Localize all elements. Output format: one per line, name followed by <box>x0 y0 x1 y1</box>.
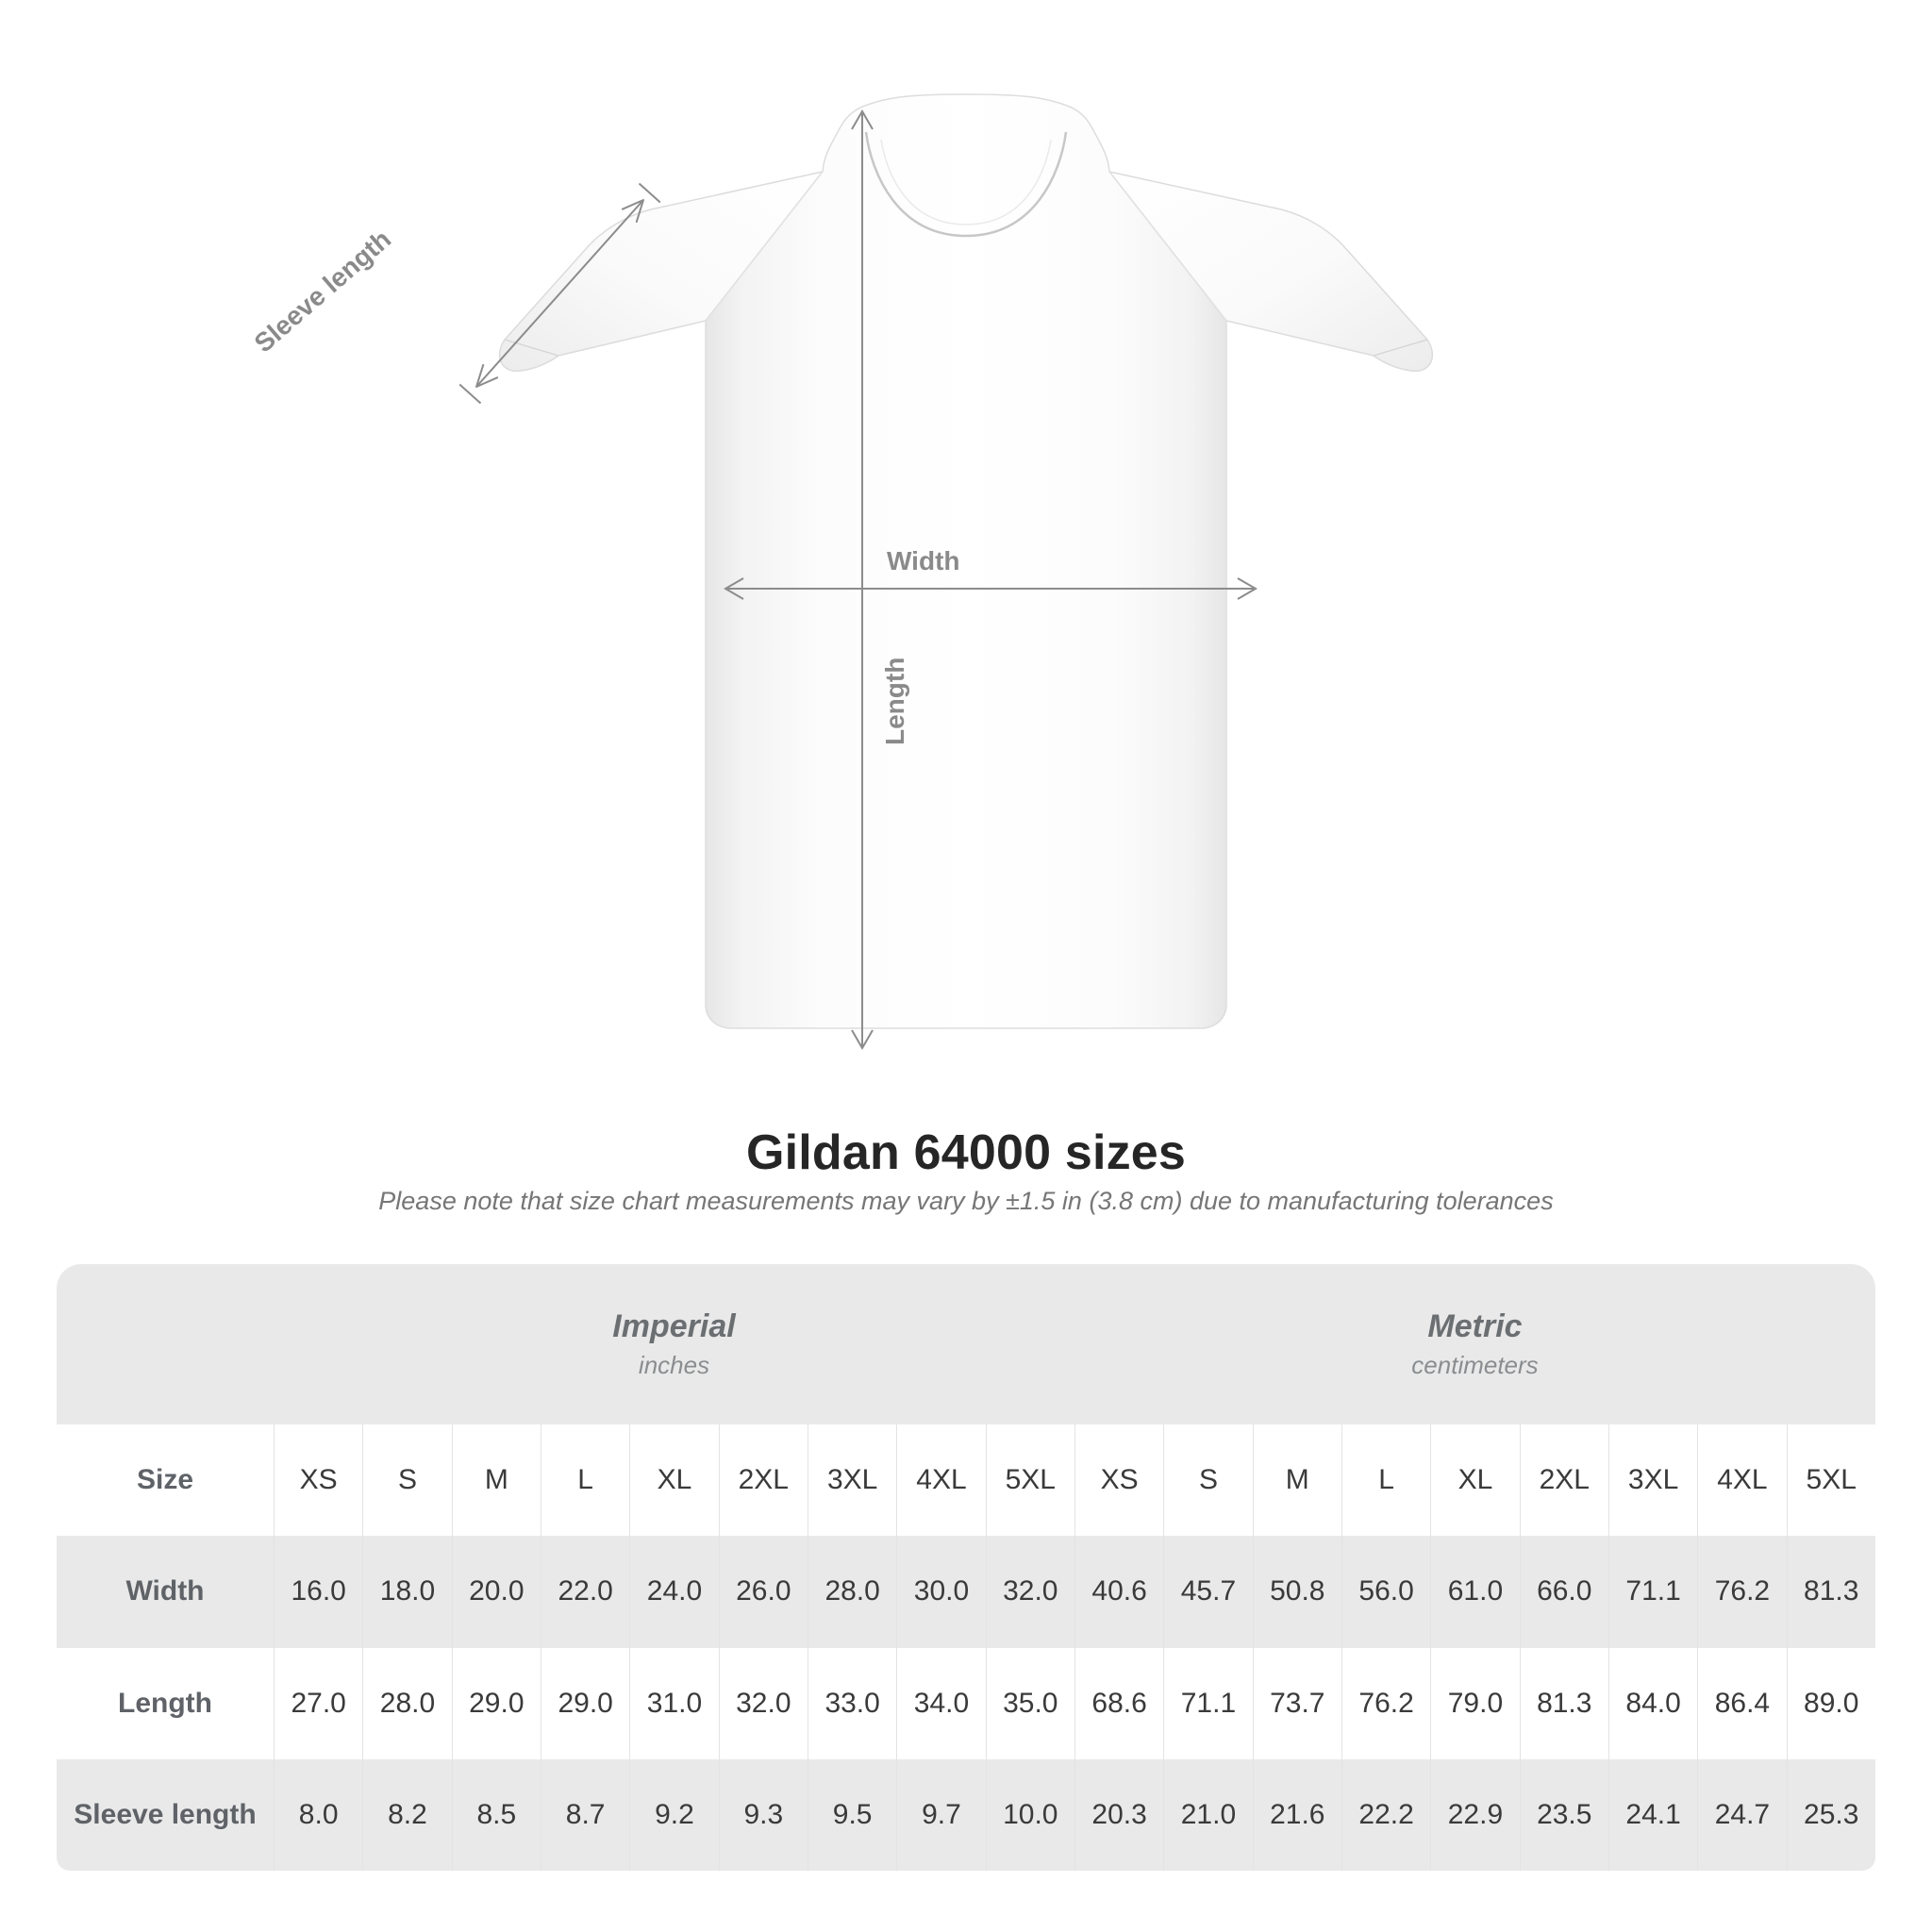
svg-text:Sleeve length: Sleeve length <box>249 225 397 358</box>
svg-text:Width: Width <box>887 546 960 575</box>
svg-text:Length: Length <box>880 658 909 745</box>
